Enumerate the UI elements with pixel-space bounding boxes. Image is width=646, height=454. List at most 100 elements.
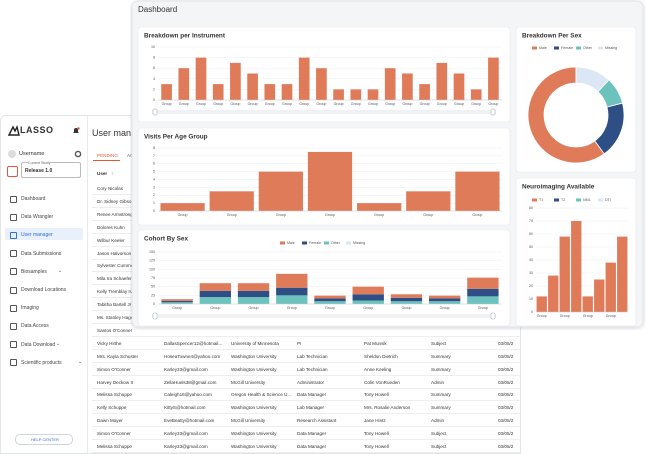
bar-segment <box>276 287 308 296</box>
study-select[interactable] <box>21 162 81 178</box>
table-cell: Research Assistant <box>297 418 337 424</box>
scrollbar-track[interactable] <box>152 110 496 114</box>
table-cell: 03/05/2 <box>498 353 514 359</box>
table-cell: Karley33@gmail.com <box>164 431 208 437</box>
x-tick-label: Group <box>420 102 430 106</box>
nav-item[interactable]: Download Locations <box>21 287 67 293</box>
bar <box>247 73 258 100</box>
tab[interactable]: PENDING <box>97 153 118 158</box>
legend-label: DTI <box>605 198 611 202</box>
nav-item[interactable]: Biosamples <box>21 268 47 275</box>
bell-icon[interactable] <box>72 127 80 135</box>
nav-icon <box>10 304 17 312</box>
bar <box>455 171 500 211</box>
bar <box>594 279 605 312</box>
scroll-handle[interactable] <box>152 108 158 116</box>
bar <box>161 84 172 100</box>
nav-item[interactable]: Scientific products <box>21 359 62 366</box>
bar-segment <box>199 283 232 291</box>
y-tick-label: 50 <box>529 245 533 249</box>
sidebar: LASSO Username Current Study Release 1.0… <box>1 116 88 453</box>
help-button[interactable] <box>15 434 73 445</box>
nav-item[interactable]: Data Access <box>21 323 49 330</box>
table-cell: PI <box>297 340 302 346</box>
x-tick-label: Group <box>276 213 286 217</box>
table-cell: University of Minnesota <box>231 340 279 346</box>
table-cell: Harvey Deckow II <box>97 379 133 385</box>
table-cell: Washington University <box>231 366 277 372</box>
nav-icon <box>10 322 17 330</box>
row-divider <box>92 439 520 440</box>
x-tick-label: Group <box>560 314 570 318</box>
nav-item[interactable]: Data Wrangler <box>21 214 54 221</box>
x-tick-label: Group <box>472 213 482 217</box>
y-tick-label: 125 <box>149 259 155 263</box>
nav-item[interactable]: Data Submissions <box>21 250 62 257</box>
column-header[interactable]: User <box>97 171 108 176</box>
nav-icon <box>10 268 17 276</box>
bar <box>281 84 293 100</box>
nav-icon <box>10 286 17 294</box>
scrollbar-track[interactable] <box>152 314 496 318</box>
y-tick-label: 100 <box>149 267 155 271</box>
nav-item[interactable]: Imaging <box>21 305 39 312</box>
scroll-handle[interactable] <box>490 312 496 320</box>
table-cell: 03/05/2 <box>498 418 514 424</box>
table-cell: Dawn Mayer <box>97 418 123 424</box>
nav-item[interactable]: User manager <box>21 232 53 239</box>
table-cell: Jason Halvorson <box>97 250 132 256</box>
settings-icon[interactable] <box>74 150 82 158</box>
nav-active-bg <box>5 228 83 241</box>
switch-icon[interactable] <box>7 166 18 177</box>
x-tick-label: Group <box>488 102 498 106</box>
bar-segment <box>390 294 423 298</box>
table-cell: Washington University <box>231 431 277 437</box>
bar-segment <box>428 298 461 302</box>
table-cell: Mrs. Kayla Schuster <box>97 353 139 359</box>
table-cell: Dr. Sidney Gibson <box>97 198 135 204</box>
row-divider <box>92 335 520 337</box>
row-divider <box>92 426 520 427</box>
bar <box>357 203 402 211</box>
y-tick-label: 0 <box>153 98 155 102</box>
legend-label: Male <box>539 46 547 50</box>
table-cell: Mila Ira Schaefer <box>97 276 132 282</box>
x-tick-label: Group <box>402 102 412 106</box>
dashboard: Dashboard Breakdown per Instrument 0 2 4 6 8 1… <box>131 0 644 328</box>
x-tick-label: Group <box>363 306 373 310</box>
legend-swatch <box>598 46 603 50</box>
bar-segment <box>428 295 461 299</box>
table-cell: Caleigh16@yahoo.com <box>164 392 212 398</box>
nav-item[interactable]: Dashboard <box>21 196 46 202</box>
table-cell: Mrs. Rosalie Anderson <box>364 405 411 411</box>
table-cell: 03/05/2 <box>498 340 514 346</box>
study-label: Current Study <box>28 161 51 165</box>
table-cell: Jane Hintz <box>364 418 386 424</box>
x-tick-label: Group <box>325 306 335 310</box>
legend-swatch <box>532 198 537 202</box>
sort-arrow[interactable]: ↑ <box>111 171 114 176</box>
bar <box>436 62 448 100</box>
scroll-handle[interactable] <box>152 312 158 320</box>
table-cell: Kelly Schuppe <box>97 405 127 411</box>
x-tick-label: Group <box>374 213 384 217</box>
table-cell: Colin VonRueden <box>364 379 400 385</box>
nav-item[interactable]: Data Download <box>21 341 56 348</box>
y-tick-label: 10 <box>529 297 533 301</box>
x-tick-label: Group <box>172 306 182 310</box>
table-cell: Renee Armstrong <box>97 211 133 217</box>
legend-swatch <box>598 198 603 202</box>
bar <box>333 89 344 100</box>
nav-icon <box>10 213 17 221</box>
y-tick-label: 25 <box>151 293 155 297</box>
y-tick-label: 5 <box>153 170 155 174</box>
x-tick-label: Group <box>316 102 326 106</box>
table-cell: Subject <box>431 444 447 449</box>
legend-label: T2 <box>561 198 565 202</box>
bar-segment <box>467 296 499 304</box>
y-tick-label: 40 <box>529 258 533 262</box>
scroll-handle[interactable] <box>490 108 496 116</box>
table-cell: 03/05/2 <box>498 392 514 398</box>
legend-swatch <box>554 46 559 50</box>
